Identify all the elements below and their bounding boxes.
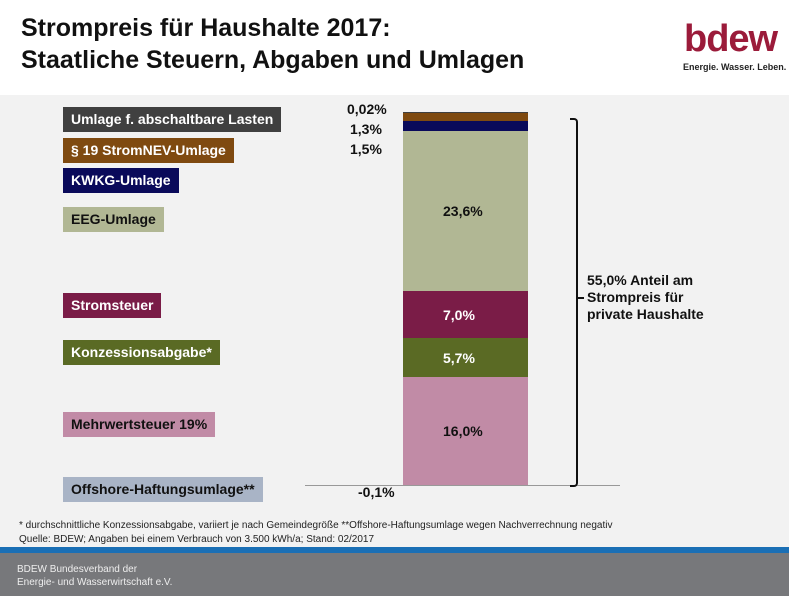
- legend-label: Konzessionsabgabe*: [63, 340, 220, 365]
- logo-slogan: Energie. Wasser. Leben.: [683, 62, 787, 72]
- bar-segment: [403, 376, 528, 485]
- data-label: 7,0%: [443, 306, 475, 323]
- chart-title: Strompreis für Haushalte 2017: Staatliche…: [21, 14, 525, 74]
- source-note: Quelle: BDEW; Angaben bei einem Verbrauc…: [19, 534, 375, 545]
- data-label: 1,5%: [350, 141, 382, 157]
- data-label: -0,1%: [358, 484, 395, 500]
- legend-label: Offshore-Haftungsumlage**: [63, 477, 263, 502]
- total-bracket: [570, 118, 578, 487]
- footer-divider: [0, 547, 789, 553]
- legend-label: Umlage f. abschaltbare Lasten: [63, 107, 282, 132]
- legend-label: EEG-Umlage: [63, 207, 164, 232]
- footer: BDEW Bundesverband der Energie- und Wasse…: [0, 553, 789, 596]
- legend-label: § 19 StromNEV-Umlage: [63, 138, 234, 163]
- data-label: 23,6%: [443, 203, 483, 220]
- bar-segment: [403, 290, 528, 339]
- bracket-tick: [578, 297, 584, 299]
- legend-label: KWKG-Umlage: [63, 168, 179, 193]
- bar-segment: [403, 112, 528, 113]
- bar-segment: [403, 121, 528, 132]
- data-label: 0,02%: [347, 101, 387, 117]
- legend-label: Mehrwertsteuer 19%: [63, 412, 216, 437]
- x-axis-line: [305, 485, 620, 486]
- data-label: 1,3%: [350, 121, 382, 137]
- footnote: * durchschnittliche Konzessionsabgabe, v…: [19, 520, 613, 531]
- bdew-logo: bdew: [684, 18, 778, 60]
- data-label: 16,0%: [443, 422, 483, 439]
- data-label: 5,7%: [443, 349, 475, 366]
- header: [0, 0, 789, 95]
- legend-label: Stromsteuer: [63, 293, 162, 318]
- bar-segment: [403, 131, 528, 291]
- total-annotation: 55,0% Anteil am Strompreis für private Hau…: [587, 272, 704, 322]
- bar-segment: [403, 338, 528, 377]
- bar-segment: [403, 112, 528, 122]
